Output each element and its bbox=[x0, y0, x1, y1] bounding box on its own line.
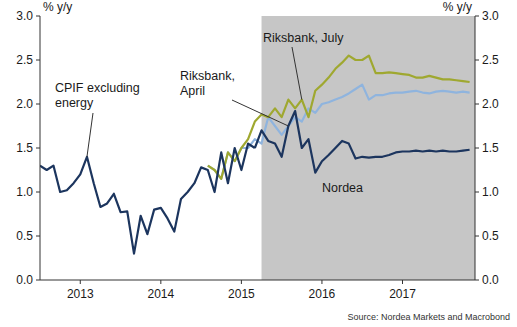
plot-area bbox=[40, 16, 475, 280]
series-label-line: energy bbox=[55, 96, 94, 110]
series-label: CPIF excludingenergy bbox=[55, 81, 140, 110]
y2-axis-label: % y/y bbox=[443, 0, 472, 14]
series-label: Riksbank,April bbox=[180, 69, 235, 98]
y2-tick bbox=[475, 104, 479, 105]
y2-tick bbox=[475, 60, 479, 61]
series-label: Riksbank, July bbox=[263, 31, 344, 45]
y-tick bbox=[36, 280, 40, 281]
y2-tick bbox=[475, 280, 479, 281]
y2-tick bbox=[475, 148, 479, 149]
x-axis-line bbox=[40, 280, 475, 281]
y2-tick-label: 0.0 bbox=[482, 273, 499, 287]
axes: 0.0 0.5 1.0 1.5 2.0 2.5 3.0 0.0 0.5 1.0 1.5 2.0 2.5 3… bbox=[16, 9, 499, 301]
y-tick-label: 2.0 bbox=[16, 97, 33, 111]
chart: 0.0 0.5 1.0 1.5 2.0 2.5 3.0 0.0 0.5 1.0 1.5 2.0 2.5 3… bbox=[0, 0, 517, 327]
series-label-line: CPIF excluding bbox=[55, 81, 140, 95]
x-tick bbox=[321, 280, 322, 284]
y2-tick bbox=[475, 192, 479, 193]
x-tick bbox=[160, 280, 161, 284]
series-label-line: Nordea bbox=[322, 181, 363, 195]
y-axis-label: % y/y bbox=[43, 0, 72, 14]
series-line bbox=[208, 56, 470, 179]
y-tick-label: 3.0 bbox=[16, 9, 33, 23]
y2-tick-label: 3.0 bbox=[482, 9, 499, 23]
y-tick bbox=[36, 148, 40, 149]
y2-tick-label: 1.5 bbox=[482, 141, 499, 155]
series-labels: CPIF excludingenergy Nordea Riksbank,April… bbox=[55, 31, 363, 195]
series-label: Nordea bbox=[322, 181, 363, 195]
x-tick-label: 2013 bbox=[67, 287, 94, 301]
y2-tick-label: 1.0 bbox=[482, 185, 499, 199]
x-tick bbox=[241, 280, 242, 284]
x-tick-label: 2017 bbox=[389, 287, 416, 301]
y-tick-label: 0.0 bbox=[16, 273, 33, 287]
y-tick-label: 1.0 bbox=[16, 185, 33, 199]
series-line bbox=[40, 144, 255, 254]
x-tick bbox=[402, 280, 403, 284]
x-tick-label: 2015 bbox=[228, 287, 255, 301]
y2-tick-label: 2.0 bbox=[482, 97, 499, 111]
y2-tick bbox=[475, 236, 479, 237]
y-tick bbox=[36, 16, 40, 17]
leader-line bbox=[87, 113, 93, 157]
x-tick bbox=[80, 280, 81, 284]
y-tick bbox=[36, 236, 40, 237]
leader-line bbox=[232, 100, 288, 126]
source-note: Source: Nordea Markets and Macrobond bbox=[347, 312, 510, 322]
x-tick-label: 2014 bbox=[147, 287, 174, 301]
y-tick-label: 0.5 bbox=[16, 229, 33, 243]
series-label-line: Riksbank, bbox=[180, 69, 235, 83]
x-tick-label: 2016 bbox=[309, 287, 336, 301]
series-label-line: April bbox=[180, 84, 205, 98]
y-tick-label: 2.5 bbox=[16, 53, 33, 67]
background bbox=[0, 0, 517, 327]
y-tick bbox=[36, 60, 40, 61]
y-tick-label: 1.5 bbox=[16, 141, 33, 155]
series-line bbox=[255, 111, 470, 173]
leader-line bbox=[292, 47, 302, 100]
y2-tick-label: 0.5 bbox=[482, 229, 499, 243]
y2-tick bbox=[475, 16, 479, 17]
y-tick bbox=[36, 192, 40, 193]
y2-tick-label: 2.5 bbox=[482, 53, 499, 67]
series-line bbox=[208, 85, 470, 179]
series-label-line: Riksbank, July bbox=[263, 31, 344, 45]
y-tick bbox=[36, 104, 40, 105]
